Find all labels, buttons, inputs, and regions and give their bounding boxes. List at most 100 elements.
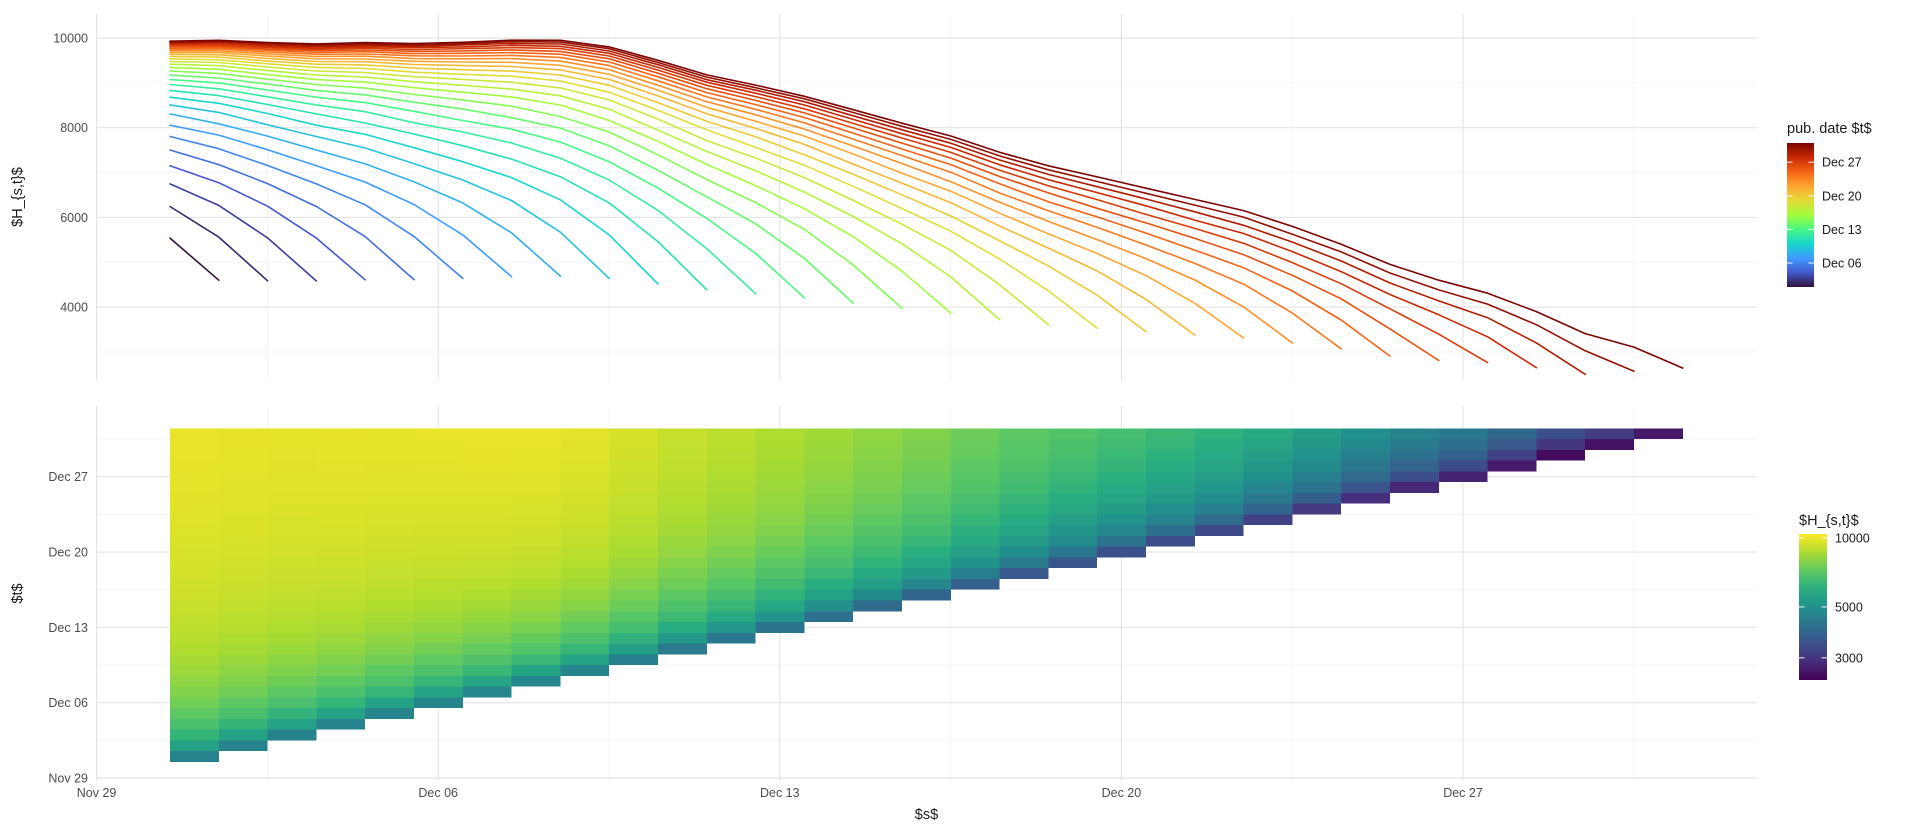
heatmap-tile <box>267 632 317 644</box>
heatmap-tile <box>902 525 951 536</box>
heatmap-tile <box>462 460 512 472</box>
pubdate-line <box>169 55 1147 333</box>
pubdate-line <box>169 96 659 285</box>
heatmap-tile <box>218 654 268 666</box>
heatmap-tile <box>365 449 414 461</box>
heatmap-tile <box>853 503 902 515</box>
pubdate-line <box>169 183 318 282</box>
heatmap-tile <box>462 482 512 493</box>
heatmap-tile <box>511 471 561 483</box>
heatmap-tile <box>609 589 658 601</box>
heatmap-tile <box>999 492 1049 504</box>
heatmap-tile <box>316 600 366 612</box>
pubdate-line <box>169 66 952 314</box>
heatmap-tile <box>462 525 512 536</box>
heatmap-tile <box>1438 449 1488 461</box>
heatmap-tile <box>560 482 610 493</box>
pubdate-line <box>169 57 1098 330</box>
heatmap-tile <box>218 643 268 655</box>
bottom-y-tick-label: Dec 13 <box>48 621 88 635</box>
fill-legend-tick-label: 5000 <box>1835 600 1863 614</box>
heatmap-tile <box>1048 503 1098 515</box>
heatmap-tile <box>316 708 366 719</box>
fill-legend-tick-label: 3000 <box>1835 651 1863 665</box>
heatmap-tile <box>170 675 219 687</box>
heatmap-tile <box>853 514 902 526</box>
heatmap-tile <box>658 503 707 515</box>
heatmap-tile <box>609 460 658 472</box>
pubdate-line <box>169 44 1489 364</box>
heatmap-tile <box>1194 471 1244 483</box>
heatmap-tile <box>267 449 317 461</box>
heatmap-tile <box>462 578 512 590</box>
heatmap-tile <box>755 428 805 440</box>
heatmap-tile <box>170 622 219 633</box>
heatmap-tile <box>365 514 414 526</box>
heatmap-tile <box>804 525 854 536</box>
heatmap-tile <box>755 546 805 558</box>
heatmap-tile <box>170 428 219 440</box>
heatmap-tile <box>170 708 219 719</box>
heatmap-tile <box>414 492 463 504</box>
heatmap-tile <box>218 568 268 579</box>
heatmap-tile <box>609 622 658 633</box>
pubdate-line <box>169 49 1294 344</box>
pubdate-line <box>169 46 1391 357</box>
heatmap-tile <box>414 514 463 526</box>
heatmap-tile <box>706 514 756 526</box>
heatmap-tile <box>511 535 561 547</box>
heatmap-tile <box>267 665 317 676</box>
heatmap-tile <box>414 622 463 633</box>
heatmap-tile <box>1585 428 1634 440</box>
fill-legend-tick-label: 10000 <box>1835 531 1870 545</box>
heatmap-tile <box>804 503 854 515</box>
bottom-chart-panel <box>96 406 1757 781</box>
heatmap-tile <box>1194 482 1244 493</box>
heatmap-tile <box>170 525 219 536</box>
heatmap-tile <box>1146 471 1195 483</box>
heatmap-tile <box>609 568 658 579</box>
heatmap-tile <box>1487 460 1537 472</box>
heatmap-tile <box>999 546 1049 558</box>
heatmap-tile <box>316 632 366 644</box>
heatmap-tile <box>706 568 756 579</box>
heatmap-tile <box>414 439 463 450</box>
heatmap-tile <box>950 514 1000 526</box>
heatmap-tile <box>853 535 902 547</box>
heatmap-tile <box>999 503 1049 515</box>
heatmap-tile <box>170 449 219 461</box>
heatmap-tile <box>462 449 512 461</box>
heatmap-tile <box>1390 428 1439 440</box>
heatmap-tile <box>462 665 512 676</box>
heatmap-tile <box>365 578 414 590</box>
heatmap-tile <box>999 525 1049 536</box>
heatmap-tile <box>804 482 854 493</box>
heatmap-tile <box>999 514 1049 526</box>
heatmap-tile <box>1194 525 1244 536</box>
heatmap-tile <box>414 632 463 644</box>
heatmap-tile <box>658 525 707 536</box>
heatmap-tile <box>267 514 317 526</box>
heatmap-tile <box>609 449 658 461</box>
heatmap-tile <box>950 428 1000 440</box>
heatmap-tile <box>316 643 366 655</box>
heatmap-tile <box>316 557 366 569</box>
heatmap-tile <box>316 492 366 504</box>
heatmap-tile <box>365 482 414 493</box>
heatmap-tile <box>1390 471 1439 483</box>
heatmap-tile <box>365 589 414 601</box>
heatmap-tile <box>218 675 268 687</box>
heatmap-tile <box>170 751 219 762</box>
heatmap-tile <box>1097 482 1146 493</box>
heatmap-tile <box>902 460 951 472</box>
heatmap-tile <box>804 578 854 590</box>
heatmap-tile <box>755 525 805 536</box>
pubdate-line <box>169 70 903 310</box>
heatmap-tile <box>365 535 414 547</box>
heatmap-tile <box>1243 471 1293 483</box>
heatmap-tile <box>706 546 756 558</box>
heatmap-tile <box>804 460 854 472</box>
heatmap-tile <box>218 600 268 612</box>
pubdate-line <box>169 51 1245 339</box>
